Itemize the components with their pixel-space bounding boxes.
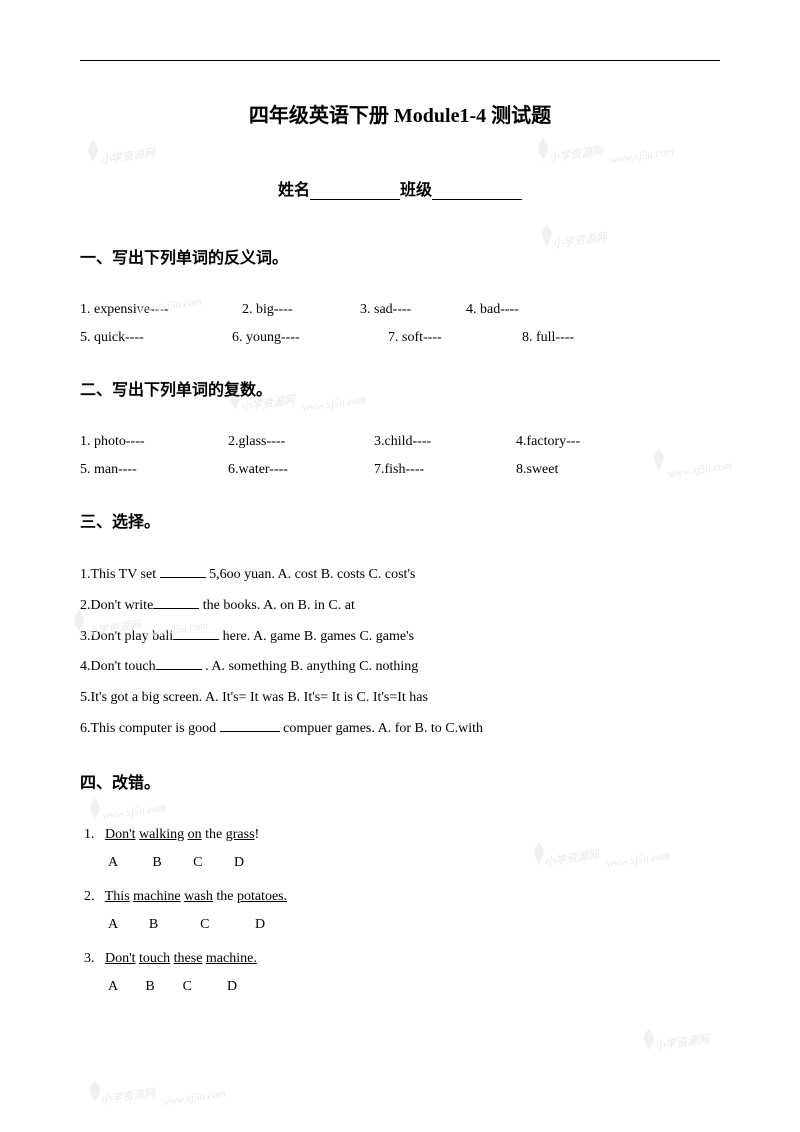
section2-item: 5. man---- [80, 456, 228, 484]
section2-item: 3.child---- [374, 428, 516, 456]
name-blank[interactable] [310, 182, 400, 200]
section2-item: 6.water---- [228, 456, 374, 484]
section1-item: 8. full---- [522, 324, 622, 352]
correction-sentence: 1. Don't walking on the grass! [80, 821, 720, 849]
watermark-leaf-icon [86, 1080, 104, 1104]
answer-blank[interactable] [160, 564, 206, 578]
correction-word: walking [139, 827, 184, 842]
page-container: 四年级英语下册 Module1-4 测试题 姓名 班级 一、写出下列单词的反义词。… [0, 0, 800, 1047]
section2-item: 1. photo---- [80, 428, 228, 456]
correction-sentence: 2. This machine wash the potatoes. [80, 883, 720, 911]
correction-word: the [213, 889, 237, 904]
section3-question: 3.Don't play ball here. A. game B. games… [80, 622, 720, 653]
correction-word: machine. [206, 951, 257, 966]
section3-questions: 1.This TV set 5,6oo yuan. A. cost B. cos… [80, 560, 720, 745]
section2-item: 8.sweet [516, 456, 616, 484]
answer-blank[interactable] [156, 656, 202, 670]
name-label: 姓名 [278, 182, 310, 199]
correction-word: ! [255, 827, 260, 842]
section1-item: 7. soft---- [388, 324, 522, 352]
correction-word: grass [226, 827, 255, 842]
question-options: here. A. game B. games C. game's [219, 629, 414, 644]
section2-item: 2.glass---- [228, 428, 374, 456]
correction-word: Don't [105, 827, 136, 842]
question-options: 5,6oo yuan. A. cost B. costs C. cost's [206, 567, 416, 582]
section1-item: 6. young---- [232, 324, 388, 352]
answer-blank[interactable] [173, 626, 219, 640]
section3-question: 6.This computer is good compuer games. A… [80, 714, 720, 745]
question-stem: 1.This TV set [80, 567, 160, 582]
correction-number: 1. [84, 827, 105, 842]
watermark-text: 小学资源网 [99, 1084, 156, 1107]
question-stem: 2.Don't write [80, 598, 153, 613]
correction-word: on [188, 827, 202, 842]
section4-items: 1. Don't walking on the grass!A B C D2. … [80, 821, 720, 1001]
section2-header: 二、写出下列单词的复数。 [80, 376, 720, 400]
section4-header: 四、改错。 [80, 769, 720, 793]
question-stem: 6.This computer is good [80, 721, 220, 736]
class-blank[interactable] [432, 182, 522, 200]
section1-item: 2. big---- [242, 296, 360, 324]
correction-word: machine [133, 889, 180, 904]
question-options: the books. A. on B. in C. at [199, 598, 355, 613]
class-label: 班级 [400, 182, 432, 199]
document-title: 四年级英语下册 Module1-4 测试题 [80, 99, 720, 128]
correction-word: wash [184, 889, 213, 904]
section1-header: 一、写出下列单词的反义词。 [80, 244, 720, 268]
watermark-text: www.xj5u.com [161, 1088, 226, 1109]
correction-word: Don't [105, 951, 136, 966]
answer-blank[interactable] [220, 718, 280, 732]
correction-letters: A B C D [80, 973, 720, 1001]
correction-letters: A B C D [80, 849, 720, 877]
section2-item: 7.fish---- [374, 456, 516, 484]
section3-header: 三、选择。 [80, 508, 720, 532]
correction-word: This [105, 889, 130, 904]
correction-word: these [174, 951, 203, 966]
question-options: compuer games. A. for B. to C.with [280, 721, 483, 736]
section1-item: 5. quick---- [80, 324, 232, 352]
correction-word: potatoes. [237, 889, 287, 904]
section1-item: 4. bad---- [466, 296, 566, 324]
section1-items: 1. expensive----2. big----3. sad----4. b… [80, 296, 720, 352]
name-class-line: 姓名 班级 [80, 176, 720, 200]
section3-question: 1.This TV set 5,6oo yuan. A. cost B. cos… [80, 560, 720, 591]
top-rule [80, 60, 720, 61]
section1-item: 1. expensive---- [80, 296, 242, 324]
correction-word: touch [139, 951, 170, 966]
section2-item: 4.factory--- [516, 428, 616, 456]
question-options: . A. something B. anything C. nothing [202, 659, 419, 674]
question-stem: 4.Don't touch [80, 659, 156, 674]
answer-blank[interactable] [153, 595, 199, 609]
correction-sentence: 3. Don't touch these machine. [80, 945, 720, 973]
correction-number: 2. [84, 889, 105, 904]
section3-question: 5.It's got a big screen. A. It's= It was… [80, 683, 720, 714]
section2-items: 1. photo----2.glass----3.child----4.fact… [80, 428, 720, 484]
question-stem: 5.It's got a big screen. A. It's= It was… [80, 690, 428, 705]
question-stem: 3.Don't play ball [80, 629, 173, 644]
correction-number: 3. [84, 951, 105, 966]
section3-question: 2.Don't write the books. A. on B. in C. … [80, 591, 720, 622]
correction-letters: A B C D [80, 911, 720, 939]
section1-item: 3. sad---- [360, 296, 466, 324]
section3-question: 4.Don't touch . A. something B. anything… [80, 652, 720, 683]
correction-word: the [202, 827, 226, 842]
